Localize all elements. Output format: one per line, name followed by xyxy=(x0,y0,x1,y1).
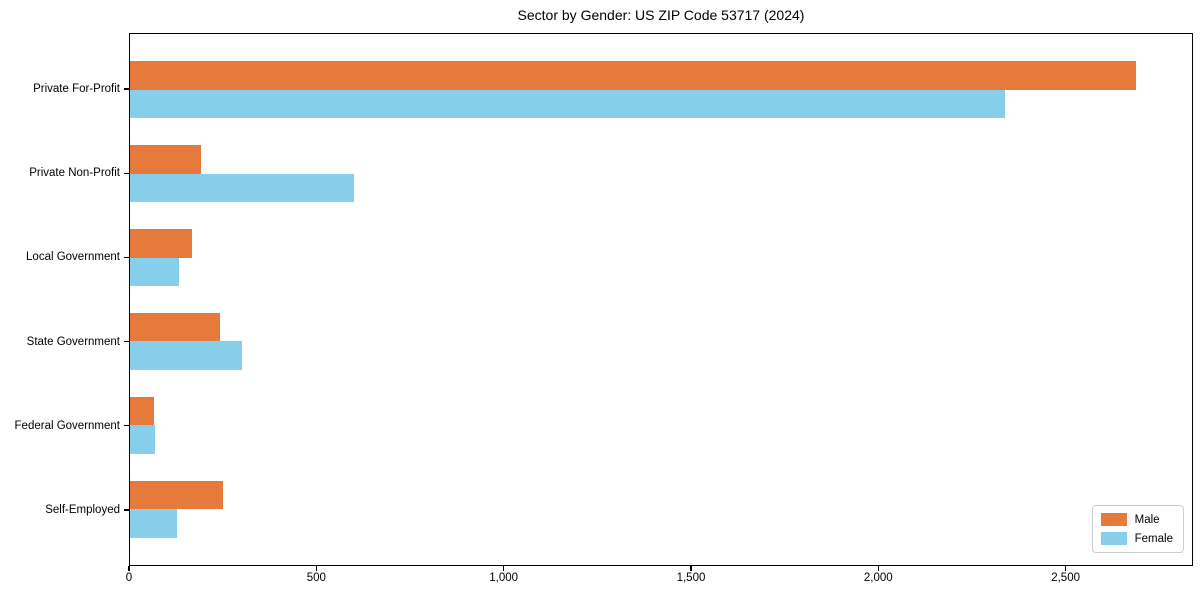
x-tick-mark xyxy=(1065,566,1067,571)
y-tick-mark xyxy=(124,172,129,174)
bar-group xyxy=(130,299,1192,383)
y-tick-label: Federal Government xyxy=(14,419,120,432)
bar-group xyxy=(130,48,1192,132)
bar-female xyxy=(130,425,156,454)
legend-swatch-male xyxy=(1100,513,1127,526)
y-tick-label: Private For-Profit xyxy=(33,83,120,96)
bar-male xyxy=(130,396,155,426)
legend: Male Female xyxy=(1091,505,1184,553)
bar-male xyxy=(130,312,220,342)
y-tick-mark xyxy=(124,88,129,90)
legend-label-female: Female xyxy=(1134,532,1173,545)
x-tick-label: 2,500 xyxy=(1051,572,1080,584)
bar-group xyxy=(130,383,1192,467)
bar-female xyxy=(130,257,179,287)
y-tick-mark xyxy=(124,509,129,511)
bar-group xyxy=(130,216,1192,300)
x-tick-mark xyxy=(877,566,879,571)
bar-male xyxy=(130,61,1136,90)
x-tick-label: 2,000 xyxy=(863,572,893,584)
bar-group xyxy=(130,467,1192,551)
bar-groups xyxy=(130,34,1192,565)
x-tick-mark xyxy=(128,566,130,571)
legend-item-female: Female xyxy=(1100,532,1173,545)
y-tick-label: Private Non-Profit xyxy=(29,167,120,180)
bar-male xyxy=(130,145,202,174)
legend-item-male: Male xyxy=(1100,513,1173,526)
bar-female xyxy=(130,89,1006,119)
legend-swatch-female xyxy=(1100,532,1127,545)
x-tick-mark xyxy=(690,566,692,571)
bar-female xyxy=(130,341,243,370)
y-tick-mark xyxy=(124,340,129,343)
y-tick-mark xyxy=(124,256,129,258)
x-tick-label: 1,000 xyxy=(489,572,519,584)
x-tick-mark xyxy=(315,566,317,571)
x-tick-label: 500 xyxy=(306,572,326,584)
plot-area: Male Female xyxy=(129,33,1193,566)
chart-title: Sector by Gender: US ZIP Code 53717 (202… xyxy=(517,7,805,23)
legend-label-male: Male xyxy=(1134,513,1160,526)
x-tick-label: 1,500 xyxy=(676,572,706,584)
x-tick-mark xyxy=(503,566,505,571)
y-tick-label: State Government xyxy=(26,335,120,348)
bar-male xyxy=(130,229,192,258)
bar-female xyxy=(130,173,355,203)
bar-group xyxy=(130,132,1192,216)
x-tick-label: 0 xyxy=(125,572,133,584)
bar-female xyxy=(130,509,178,538)
bar-male xyxy=(130,480,224,510)
y-tick-label: Self-Employed xyxy=(45,503,120,516)
y-tick-mark xyxy=(124,425,129,427)
y-tick-label: Local Government xyxy=(26,251,120,264)
